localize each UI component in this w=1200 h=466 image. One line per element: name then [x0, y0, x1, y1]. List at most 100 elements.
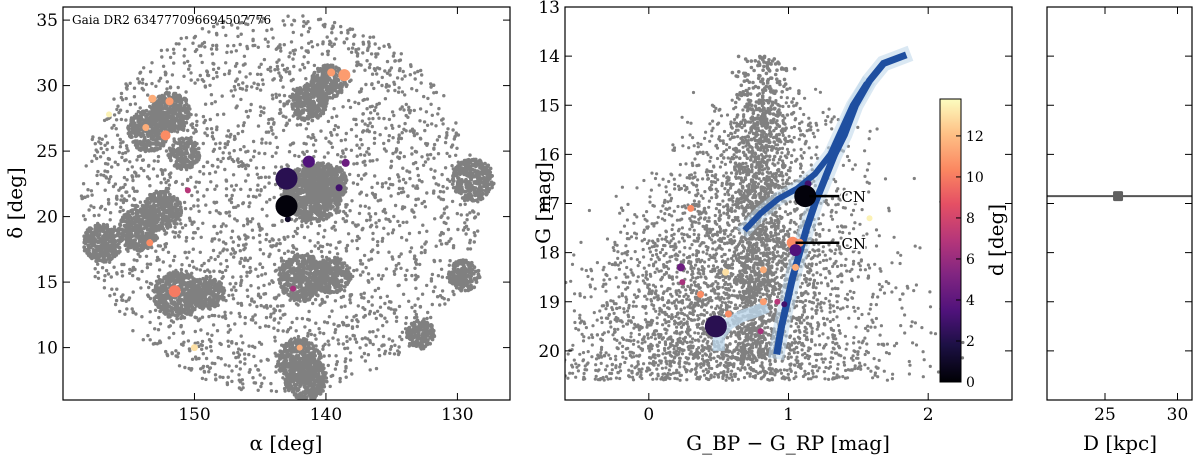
sky-field-star [440, 118, 444, 122]
sky-field-star [430, 272, 435, 277]
sky-field-star [331, 373, 335, 378]
sky-field-star [207, 258, 211, 263]
sky-field-star [163, 242, 167, 247]
sky-field-star [171, 107, 176, 111]
sky-field-star [297, 110, 302, 115]
sky-field-star [196, 78, 200, 82]
sky-field-star [157, 94, 162, 99]
sky-field-star [382, 226, 386, 230]
sky-field-star [241, 63, 246, 67]
sky-field-star [225, 50, 229, 55]
sky-field-star [441, 122, 445, 126]
sky-field-star [422, 94, 426, 99]
sky-field-star [298, 123, 303, 127]
sky-field-star [344, 357, 348, 361]
sky-field-star [433, 217, 437, 221]
sky-field-star [137, 147, 142, 152]
sky-field-star [172, 149, 177, 153]
sky-field-star [212, 269, 216, 273]
sky-field-star [209, 47, 214, 51]
sky-field-star [279, 49, 283, 53]
sky-field-star [162, 94, 166, 99]
sky-field-star [153, 107, 157, 111]
sky-field-star [386, 232, 390, 236]
sky-field-star [266, 44, 270, 49]
sky-field-star [310, 172, 314, 177]
sky-field-star [127, 296, 132, 300]
sky-field-star [224, 187, 229, 191]
sky-field-star [239, 283, 243, 288]
sky-field-star [164, 349, 168, 354]
sky-field-star [425, 283, 429, 288]
sky-field-star [232, 84, 237, 89]
sky-field-star [346, 47, 351, 51]
sky-field-star [255, 72, 260, 77]
sky-field-star [209, 93, 214, 97]
sky-field-star [368, 62, 372, 67]
sky-field-star [247, 370, 251, 374]
sky-field-star [197, 356, 201, 361]
sky-field-star [306, 225, 310, 229]
sky-field-star [274, 151, 278, 155]
sky-field-star [439, 197, 443, 201]
sky-field-star [448, 179, 452, 183]
sky-field-star [275, 145, 280, 150]
sky-field-star [418, 136, 423, 140]
sky-field-star [294, 185, 299, 190]
sky-field-star [344, 203, 348, 207]
sky-field-star [232, 134, 237, 139]
sky-field-star [352, 162, 356, 166]
sky-field-star [236, 301, 240, 305]
sky-field-star [202, 370, 207, 374]
sky-field-star [322, 173, 327, 178]
sky-field-star [281, 19, 285, 23]
sky-field-star [209, 349, 213, 353]
sky-field-star [210, 131, 215, 135]
sky-field-star [256, 274, 260, 278]
sky-field-star [277, 93, 282, 97]
sky-field-star [229, 252, 233, 256]
sky-field-star [307, 200, 311, 205]
sky-field-star [107, 180, 111, 184]
sky-field-star [388, 219, 392, 224]
sky-field-star [186, 159, 191, 164]
sky-field-star [165, 352, 169, 356]
sky-field-star [157, 315, 161, 320]
sky-field-star [173, 180, 178, 185]
sky-field-star [274, 92, 278, 97]
sky-field-star [326, 363, 330, 368]
sky-field-star [115, 287, 119, 291]
sky-field-star [438, 259, 442, 263]
sky-field-star [120, 155, 124, 160]
sky-field-star [380, 75, 384, 80]
sky-field-star [315, 91, 319, 96]
sky-field-star [383, 316, 387, 320]
sky-field-star [245, 46, 250, 51]
sky-field-star [323, 64, 327, 69]
sky-field-star [223, 313, 227, 318]
sky-field-star [242, 223, 246, 228]
sky-field-star [99, 173, 103, 177]
sky-field-star [190, 193, 194, 198]
sky-field-star [208, 210, 212, 215]
sky-field-star [301, 62, 305, 67]
sky-field-star [275, 64, 280, 69]
sky-field-star [195, 190, 200, 194]
sky-field-star [168, 264, 172, 268]
sky-field-star [101, 151, 106, 155]
sky-field-star [136, 277, 140, 281]
sky-field-star [283, 312, 287, 316]
sky-field-star [181, 343, 185, 347]
sky-field-star [372, 141, 377, 145]
sky-field-star [236, 350, 240, 355]
sky-field-star [253, 321, 258, 325]
sky-field-star [397, 345, 401, 349]
sky-field-star [374, 366, 379, 371]
sky-field-star [418, 107, 423, 111]
sky-field-star [273, 339, 277, 343]
sky-field-star [311, 143, 316, 147]
sky-field-star [385, 320, 389, 324]
sky-field-star [236, 235, 241, 239]
sky-field-star [325, 49, 330, 54]
sky-field-star [323, 228, 327, 233]
